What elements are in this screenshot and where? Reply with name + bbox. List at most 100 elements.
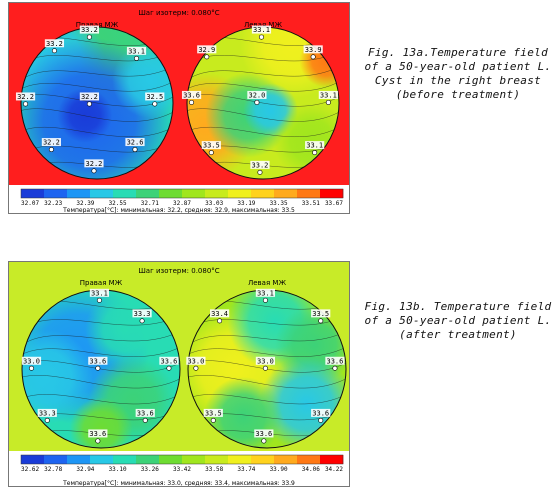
scale-tick-label: 32.39 xyxy=(76,200,94,207)
sensor-marker xyxy=(139,318,145,324)
scale-swatch xyxy=(251,189,275,198)
scale-swatch xyxy=(320,455,344,464)
measurement-point: 33.6 xyxy=(311,408,331,423)
point-temperature-label: 32.2 xyxy=(86,160,103,168)
label-background xyxy=(201,141,221,150)
sensor-marker xyxy=(166,365,172,371)
point-temperature-label: 33.3 xyxy=(39,409,56,417)
point-temperature-label: 33.6 xyxy=(137,409,154,417)
scale-swatch xyxy=(320,189,344,198)
isotherm-step-label: Шаг изотерм: 0.080°C xyxy=(138,267,219,275)
breast-thermogram-right: 33.1 33.0 33.6 33.6 33.3 33.3 33.6 33.6 xyxy=(21,288,181,449)
label-background xyxy=(251,25,272,34)
label-background xyxy=(41,138,61,147)
scale-swatch xyxy=(205,455,229,464)
scale-tick-label: 32.94 xyxy=(76,466,94,473)
isotherm-line xyxy=(22,346,180,357)
label-background xyxy=(210,309,230,318)
sensor-marker xyxy=(96,297,102,303)
point-temperature-label: 33.6 xyxy=(89,430,106,438)
scale-swatch xyxy=(67,189,91,198)
label-background xyxy=(79,92,99,101)
scale-swatch xyxy=(113,189,137,198)
sensor-marker xyxy=(189,99,195,105)
label-background xyxy=(89,288,110,297)
scale-tick-label: 33.90 xyxy=(270,466,288,473)
sensor-marker xyxy=(312,150,318,156)
scale-tick-label: 33.19 xyxy=(237,200,255,207)
point-temperature-label: 33.1 xyxy=(306,142,323,150)
measurement-point: 33.6 xyxy=(135,408,155,423)
caption-line: Fig. 13b. Temperature field xyxy=(364,300,552,313)
temperature-stats-line: Температура[°C]: минимальная: 32.2, сред… xyxy=(62,207,295,213)
measurement-point: 32.2 xyxy=(84,159,104,174)
point-temperature-label: 32.9 xyxy=(198,46,215,54)
label-background xyxy=(44,39,65,48)
label-background xyxy=(15,92,36,101)
sensor-marker xyxy=(217,318,223,324)
sensor-marker xyxy=(318,417,324,423)
scale-swatch xyxy=(274,455,298,464)
point-temperature-label: 32.0 xyxy=(248,91,265,99)
point-temperature-label: 33.6 xyxy=(89,357,106,365)
caption-line: (after treatment) xyxy=(399,328,517,341)
scale-border xyxy=(20,454,344,465)
label-background xyxy=(247,90,267,99)
sensor-marker xyxy=(254,99,260,105)
sensor-marker xyxy=(44,417,50,423)
scale-tick-label: 33.74 xyxy=(237,466,255,473)
measurement-point: 32.2 xyxy=(15,92,36,107)
point-temperature-label: 33.1 xyxy=(320,91,337,99)
label-background xyxy=(79,25,99,34)
scale-swatch xyxy=(113,455,137,464)
isotherm-line xyxy=(21,66,173,81)
sensor-marker xyxy=(86,101,92,107)
label-background xyxy=(311,309,331,318)
sensor-marker xyxy=(262,365,268,371)
isotherm-line xyxy=(21,127,173,137)
measurement-point: 33.4 xyxy=(210,309,230,324)
left-breast-label: Левая МЖ xyxy=(248,279,286,287)
isotherm-line xyxy=(188,375,346,389)
scale-tick-label: 34.06 xyxy=(302,466,320,473)
sensor-marker xyxy=(95,365,101,371)
label-background xyxy=(125,138,145,147)
point-temperature-label: 33.0 xyxy=(257,357,274,365)
measurement-point: 32.2 xyxy=(41,138,61,153)
label-background xyxy=(181,90,202,99)
sensor-marker xyxy=(152,101,158,107)
scale-tick-label: 33.35 xyxy=(270,200,288,207)
sensor-marker xyxy=(28,365,34,371)
scale-tick-label: 33.67 xyxy=(325,200,343,207)
measurement-point: 33.6 xyxy=(181,90,202,105)
measurement-point: 32.6 xyxy=(125,138,145,153)
scale-swatch xyxy=(21,189,45,198)
measurement-point: 33.1 xyxy=(305,141,325,156)
point-temperature-label: 33.3 xyxy=(134,310,151,318)
scale-swatch xyxy=(90,189,114,198)
label-background xyxy=(255,288,276,297)
label-background xyxy=(197,45,217,54)
point-temperature-label: 33.5 xyxy=(205,409,222,417)
scale-swatch xyxy=(251,455,275,464)
isotherm-line xyxy=(187,127,339,137)
scale-swatch xyxy=(205,189,229,198)
measurement-point: 33.9 xyxy=(303,45,323,60)
measurement-point: 33.3 xyxy=(132,309,152,324)
label-background xyxy=(250,160,270,169)
label-background xyxy=(203,408,223,417)
measurement-point: 33.5 xyxy=(201,141,221,156)
label-background xyxy=(145,92,165,101)
isotherm-line xyxy=(22,331,180,345)
measurement-point: 33.6 xyxy=(88,356,108,371)
temperature-color-scale: 32.07 32.23 32.39 32.55 32.71 32.87 33.03 33.19… xyxy=(20,188,344,207)
scale-tick-label: 32.71 xyxy=(141,200,159,207)
label-background xyxy=(88,356,108,365)
label-background xyxy=(37,408,57,417)
scale-tick-label: 32.23 xyxy=(44,200,62,207)
isotherm-line xyxy=(187,108,339,122)
right-breast-label: Правая МЖ xyxy=(80,279,123,287)
thermogram-panel-after: Шаг изотерм: 0.080°C Правая МЖ Левая МЖ 33.… xyxy=(8,261,350,487)
caption-line: (before treatment) xyxy=(395,88,521,101)
sensor-marker xyxy=(210,417,216,423)
